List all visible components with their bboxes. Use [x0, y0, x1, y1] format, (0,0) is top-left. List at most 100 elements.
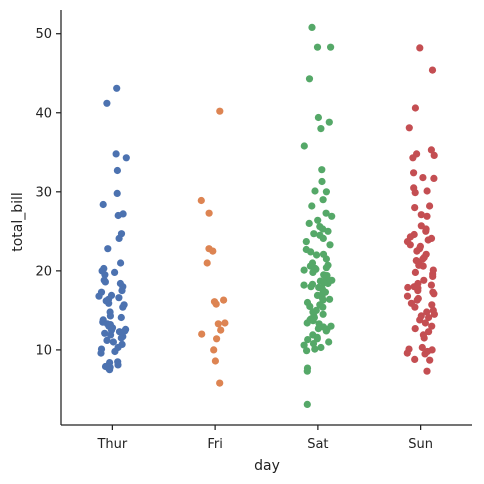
data-point-thur	[113, 166, 121, 175]
data-point-sat	[300, 341, 308, 349]
data-point-fri	[209, 247, 217, 255]
data-point-sat	[311, 345, 319, 353]
data-point-sat	[305, 219, 313, 227]
data-point-thur	[107, 331, 115, 339]
data-point-fri	[214, 320, 222, 328]
data-point-thur	[111, 347, 119, 356]
data-point-sat	[308, 23, 316, 31]
data-point-sat	[300, 281, 308, 289]
x-tick-label: Fri	[207, 437, 223, 452]
data-point-sun	[411, 204, 419, 212]
data-point-thur	[109, 338, 117, 346]
data-point-sun	[403, 349, 411, 357]
data-point-sat	[322, 209, 330, 217]
data-point-thur	[112, 150, 120, 158]
data-point-sat	[326, 241, 334, 249]
data-point-sun	[417, 312, 425, 320]
data-point-sun	[411, 303, 419, 311]
data-point-sat	[313, 43, 322, 51]
data-point-thur	[121, 327, 129, 335]
data-point-sun	[425, 313, 433, 322]
data-point-thur	[113, 84, 121, 92]
data-point-fri	[213, 335, 221, 343]
data-point-sun	[413, 296, 421, 304]
data-point-sat	[308, 202, 316, 210]
data-point-sun	[403, 292, 412, 300]
data-point-thur	[114, 211, 122, 220]
data-point-thur	[115, 294, 123, 302]
x-tick-label: Sat	[307, 437, 328, 452]
data-point-sat	[311, 187, 319, 195]
data-point-sun	[430, 310, 438, 318]
data-point-thur	[104, 245, 112, 253]
data-point-sat	[322, 188, 330, 196]
data-point-fri	[221, 319, 229, 327]
data-point-sat	[307, 283, 315, 291]
data-point-sat	[304, 336, 312, 344]
data-point-sat	[309, 340, 318, 348]
data-point-fri	[198, 330, 206, 338]
data-point-sat	[306, 316, 314, 324]
data-point-thur	[106, 321, 114, 329]
data-point-thur	[97, 349, 105, 357]
data-point-thur	[101, 278, 109, 286]
data-point-sun	[429, 266, 437, 274]
y-tick-label: 20	[35, 264, 52, 279]
data-point-sat	[303, 367, 311, 375]
data-point-thur	[118, 287, 126, 295]
data-point-sun	[421, 319, 429, 327]
data-point-sat	[319, 250, 328, 258]
data-point-sat	[326, 295, 334, 303]
data-point-sat	[318, 177, 326, 186]
data-point-fri	[205, 209, 213, 217]
data-point-sat	[319, 234, 327, 242]
data-point-sat	[313, 335, 321, 343]
data-point-fri	[197, 196, 205, 205]
data-point-thur	[115, 234, 123, 242]
data-point-sun	[413, 247, 421, 255]
data-point-fri	[216, 379, 224, 387]
data-point-sun	[404, 283, 412, 292]
axes	[60, 10, 472, 426]
data-point-sat	[318, 166, 326, 174]
data-point-sun	[427, 146, 435, 154]
x-tick-label: Sun	[408, 437, 433, 452]
data-point-thur	[105, 299, 113, 307]
data-point-sat	[320, 279, 328, 287]
data-point-sun	[423, 212, 431, 220]
data-point-sat	[307, 248, 315, 256]
data-point-sun	[428, 66, 437, 74]
data-point-sat	[322, 264, 330, 272]
data-point-sat	[306, 302, 314, 310]
data-point-sat	[314, 216, 322, 224]
data-point-sat	[317, 125, 325, 133]
data-point-sun	[428, 301, 436, 309]
data-point-sun	[429, 272, 437, 280]
data-point-sun	[411, 104, 419, 112]
data-point-fri	[203, 259, 211, 267]
data-point-sun	[422, 227, 430, 235]
data-point-fri	[220, 296, 228, 304]
data-point-sat	[309, 268, 317, 276]
data-point-sun	[427, 234, 436, 242]
data-point-sun	[425, 328, 433, 336]
data-point-thur	[106, 363, 114, 371]
data-point-sun	[428, 322, 436, 330]
data-point-sat	[305, 75, 314, 83]
data-point-sun	[426, 356, 434, 364]
data-point-sun	[419, 262, 427, 270]
data-point-sun	[406, 241, 414, 249]
data-point-sat	[310, 230, 318, 238]
data-point-sun	[411, 325, 419, 333]
data-points	[95, 23, 438, 408]
data-point-sun	[423, 367, 431, 375]
data-point-sun	[420, 334, 428, 342]
data-point-sun	[416, 44, 424, 52]
data-point-sun	[423, 187, 431, 195]
data-point-sat	[324, 227, 332, 235]
data-point-sat	[303, 400, 311, 408]
data-point-sun	[420, 276, 428, 284]
data-point-thur	[99, 200, 107, 209]
